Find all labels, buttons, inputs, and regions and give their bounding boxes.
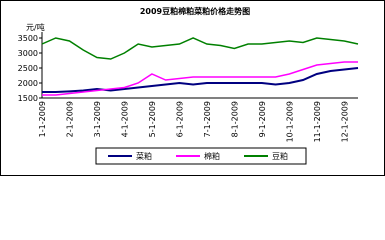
chart-title: 2009豆粕棉粕菜粕价格走势图	[140, 6, 250, 16]
chart: 2009豆粕棉粕菜粕价格走势图 元/吨 1500 2000 2500 3000 3500…	[0, 0, 385, 176]
y-tick-label: 3500	[18, 34, 38, 43]
x-tick-label: 8-1-2009	[230, 101, 239, 137]
legend-label: 棉粕	[204, 151, 220, 161]
x-tick-label: 4-1-2009	[120, 101, 129, 137]
x-tick-label: 2-1-2009	[65, 101, 74, 137]
series-line	[42, 67, 359, 93]
legend-box	[95, 147, 307, 165]
x-tick-label: 5-1-2009	[148, 101, 157, 137]
page: {"chart_data": {"type": "line", "title":…	[0, 0, 385, 176]
x-tick-label: 10-1-2009	[285, 101, 294, 142]
y-tick-label: 2000	[18, 79, 38, 88]
x-tick-label: 1-1-2009	[38, 101, 47, 137]
legend-label: 菜粕	[136, 151, 152, 161]
y-tick-label: 1500	[18, 94, 38, 103]
series-line	[41, 37, 359, 60]
x-tick-label: 7-1-2009	[203, 101, 212, 137]
x-tick-label: 11-1-2009	[313, 101, 322, 142]
x-tick-label: 6-1-2009	[175, 101, 184, 137]
x-tick-label: 3-1-2009	[93, 101, 102, 137]
legend-label: 豆粕	[272, 151, 288, 161]
y-tick-label: 3000	[18, 49, 38, 58]
series-line	[42, 61, 358, 96]
y-unit: 元/吨	[26, 22, 45, 32]
x-tick-label: 12-1-2009	[340, 101, 349, 142]
y-tick-label: 2500	[18, 64, 38, 73]
x-tick-label: 9-1-2009	[258, 101, 267, 137]
chart-frame	[0, 0, 385, 176]
